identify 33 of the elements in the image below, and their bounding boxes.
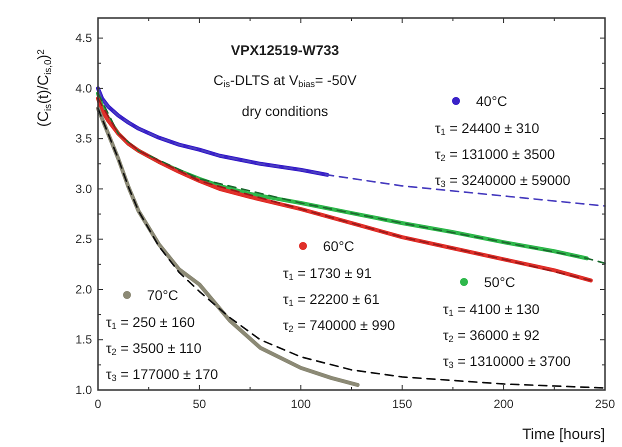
annotation: τ$_{1}$ = 22200 ± 61 bbox=[283, 291, 380, 308]
legend-label: 40°C bbox=[476, 93, 508, 109]
annotation: τ$_{1}$ = 24400 ± 310 bbox=[435, 120, 540, 138]
annotation: τ$_{2}$ = 131000 ± 3500 bbox=[435, 146, 556, 164]
y-tick-label: 3.0 bbox=[75, 182, 92, 196]
annotation: τ$_{1}$ = 1730 ± 91 bbox=[283, 265, 372, 282]
annotation: τ$_{3}$ = 3240000 ± 59000 bbox=[435, 172, 571, 190]
annotation: τ$_{3}$ = 1310000 ± 3700 bbox=[443, 353, 571, 370]
x-tick-label: 200 bbox=[494, 397, 514, 411]
y-tick-label: 4.0 bbox=[75, 81, 92, 96]
annotation: τ$_{1}$ = 4100 ± 130 bbox=[443, 301, 540, 318]
x-tick-label: 0 bbox=[94, 397, 102, 411]
annotation: τ$_{2}$ = 3500 ± 110 bbox=[106, 340, 202, 358]
text: VPX12519-W733 bbox=[230, 42, 340, 58]
y-tick-label: 1.0 bbox=[75, 383, 92, 397]
x-tick-label: 50 bbox=[192, 397, 206, 411]
y-tick-label: 1.5 bbox=[75, 332, 92, 347]
annotation: τ$_{2}$ = 740000 ± 990 bbox=[283, 317, 396, 334]
y-tick-label: 3.5 bbox=[75, 132, 92, 146]
y-tick-label: 2.0 bbox=[75, 282, 92, 296]
annotation: τ$_{3}$ = 177000 ± 170 bbox=[106, 366, 218, 384]
legend-label: 60°C bbox=[323, 238, 354, 254]
x-tick-label: 250 bbox=[594, 397, 616, 411]
y-tick-label: 4.5 bbox=[75, 31, 92, 46]
text: C$_{is}$-DLTS at V$_{bias}$= -50V dry conditions bbox=[213, 72, 358, 119]
x-tick-label: 150 bbox=[392, 397, 413, 411]
legend-label: 50°C bbox=[484, 274, 516, 290]
x-tick-label: 100 bbox=[290, 397, 312, 411]
annotation: τ$_{1}$ = 250 ± 160 bbox=[106, 314, 195, 332]
x-axis-title: Time [hours] bbox=[522, 426, 605, 443]
legend-label: 70°C bbox=[147, 287, 178, 303]
annotation: τ$_{2}$ = 36000 ± 92 bbox=[443, 327, 540, 344]
y-tick-label: 2.5 bbox=[75, 232, 92, 246]
